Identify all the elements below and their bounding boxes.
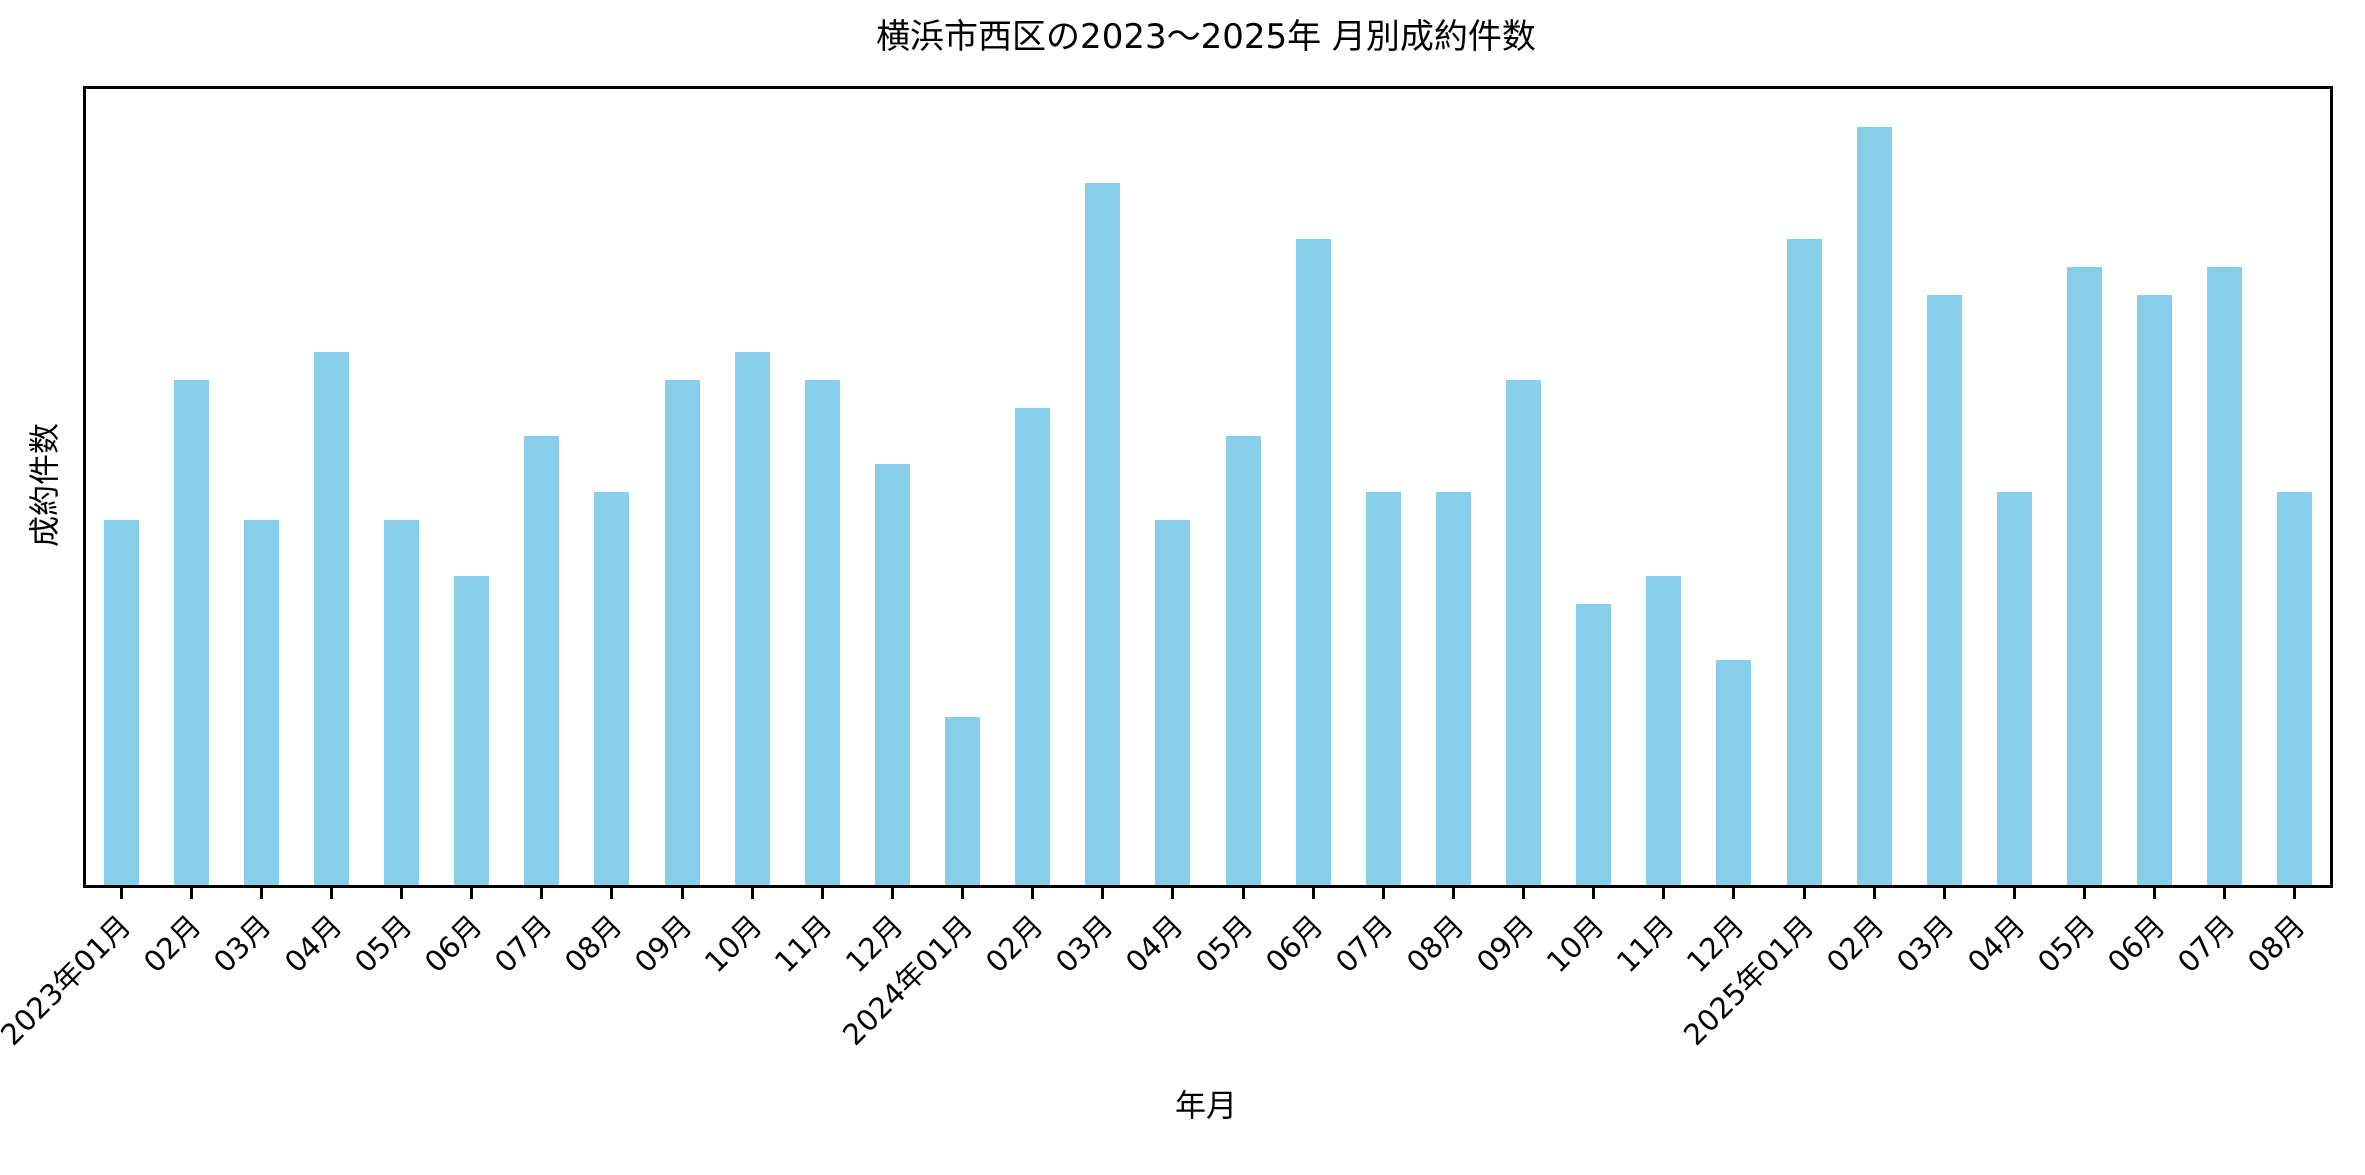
bar-06月 xyxy=(1295,239,1331,885)
x-tick-mark xyxy=(1311,885,1315,899)
bar-05月 xyxy=(2067,267,2103,885)
x-tick-label: 06月 xyxy=(1259,908,1330,980)
bar-09月 xyxy=(1506,379,1542,885)
x-tick-mark xyxy=(1031,885,1035,899)
x-tick-label: 03月 xyxy=(207,908,278,980)
bar-09月 xyxy=(664,379,700,885)
bar-05月 xyxy=(1225,435,1261,885)
bar-08月 xyxy=(2277,491,2313,885)
x-tick-mark xyxy=(1802,885,1806,899)
bar-08月 xyxy=(1435,491,1471,885)
x-tick-label: 2023年01月 xyxy=(0,908,138,1052)
bar-12月 xyxy=(1716,660,1752,885)
x-tick-label: 04月 xyxy=(1118,908,1190,980)
x-tick-label: 03月 xyxy=(1048,908,1120,980)
x-tick-label: 04月 xyxy=(1960,908,2032,980)
x-tick-label: 06月 xyxy=(417,908,489,980)
bar-02月 xyxy=(173,379,209,885)
x-tick-mark xyxy=(400,885,404,899)
bar-02月 xyxy=(1856,126,1892,885)
bar-2024年01月 xyxy=(945,716,981,885)
x-tick-mark xyxy=(1872,885,1876,899)
x-tick-mark xyxy=(890,885,894,899)
x-tick-mark xyxy=(1241,885,1245,899)
x-tick-mark xyxy=(1662,885,1666,899)
x-tick-mark xyxy=(540,885,544,899)
x-tick-label: 08月 xyxy=(1399,908,1471,980)
bar-10月 xyxy=(1576,604,1612,885)
x-tick-mark xyxy=(1381,885,1385,899)
x-tick-mark xyxy=(680,885,684,899)
x-tick-mark xyxy=(2153,885,2157,899)
x-tick-mark xyxy=(1451,885,1455,899)
x-tick-label: 05月 xyxy=(2030,908,2102,980)
plot-area xyxy=(83,86,2333,888)
x-tick-label: 07月 xyxy=(1329,908,1400,980)
x-tick-label: 02月 xyxy=(137,908,208,980)
bar-11月 xyxy=(1646,576,1682,885)
x-tick-mark xyxy=(1522,885,1526,899)
bar-07月 xyxy=(1365,491,1401,885)
x-tick-mark xyxy=(329,885,333,899)
x-tick-label: 07月 xyxy=(2170,908,2242,980)
x-tick-mark xyxy=(119,885,123,899)
bar-04月 xyxy=(313,351,349,885)
bar-02月 xyxy=(1015,407,1051,885)
x-tick-mark xyxy=(610,885,614,899)
bar-05月 xyxy=(384,520,420,885)
x-tick-mark xyxy=(1592,885,1596,899)
x-tick-label: 04月 xyxy=(277,908,349,980)
x-tick-label: 10月 xyxy=(698,908,769,980)
x-tick-label: 06月 xyxy=(2100,908,2172,980)
bar-04月 xyxy=(1155,520,1191,885)
x-tick-mark xyxy=(2293,885,2297,899)
x-tick-label: 02月 xyxy=(978,908,1050,980)
x-tick-mark xyxy=(189,885,193,899)
bar-03月 xyxy=(1926,295,1962,885)
x-tick-label: 07月 xyxy=(487,908,559,980)
x-tick-label: 11月 xyxy=(1609,908,1681,980)
y-axis-label: 成約件数 xyxy=(27,423,64,547)
bar-06月 xyxy=(2137,295,2173,885)
x-tick-mark xyxy=(750,885,754,899)
bar-04月 xyxy=(1996,491,2032,885)
bar-03月 xyxy=(1085,183,1121,885)
x-tick-label: 08月 xyxy=(557,908,629,980)
bar-12月 xyxy=(874,463,910,885)
x-tick-mark xyxy=(820,885,824,899)
x-tick-mark xyxy=(1942,885,1946,899)
x-tick-label: 09月 xyxy=(628,908,699,980)
bar-07月 xyxy=(2207,267,2243,885)
x-tick-label: 08月 xyxy=(2240,908,2312,980)
bar-2023年01月 xyxy=(103,520,139,885)
bar-03月 xyxy=(243,520,279,885)
x-tick-label: 09月 xyxy=(1469,908,1541,980)
bar-07月 xyxy=(524,435,560,885)
x-tick-label: 10月 xyxy=(1539,908,1611,980)
x-tick-label: 05月 xyxy=(1189,908,1260,980)
bar-08月 xyxy=(594,491,630,885)
x-tick-mark xyxy=(961,885,965,899)
x-tick-mark xyxy=(2083,885,2087,899)
bar-2025年01月 xyxy=(1786,239,1822,885)
x-tick-mark xyxy=(1732,885,1736,899)
x-tick-mark xyxy=(2223,885,2227,899)
chart-title: 横浜市西区の2023〜2025年 月別成約件数 xyxy=(876,17,1536,57)
x-tick-mark xyxy=(2012,885,2016,899)
x-tick-label: 11月 xyxy=(768,908,839,980)
x-tick-mark xyxy=(1101,885,1105,899)
x-axis-label: 年月 xyxy=(1175,1088,1237,1125)
x-tick-label: 05月 xyxy=(347,908,419,980)
x-tick-label: 03月 xyxy=(1890,908,1961,980)
x-tick-mark xyxy=(1171,885,1175,899)
x-tick-label: 02月 xyxy=(1820,908,1891,980)
bar-06月 xyxy=(454,576,490,885)
bar-10月 xyxy=(734,351,770,885)
x-tick-mark xyxy=(259,885,263,899)
bar-11月 xyxy=(804,379,840,885)
x-tick-mark xyxy=(470,885,474,899)
